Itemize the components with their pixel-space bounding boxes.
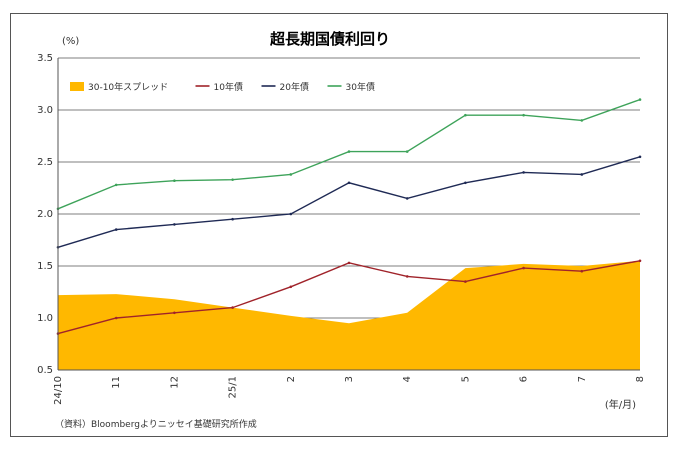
x-unit-label: (年/月): [605, 398, 636, 411]
x-tick-label: 25/1: [228, 376, 239, 398]
legend: 30-10年スプレッド 10年債 20年債 30年債: [70, 81, 375, 93]
chart-title: 超長期国債利回り: [269, 30, 390, 48]
x-tick-label: 2: [286, 376, 297, 382]
legend-label: 20年債: [280, 81, 309, 93]
data-point: [173, 179, 176, 183]
data-point: [580, 173, 584, 176]
x-tick-label: 8: [635, 376, 646, 382]
y-tick-label: 1.5: [37, 261, 53, 272]
source-note: （資料）Bloombergよりニッセイ基礎研究所作成: [55, 418, 257, 430]
data-point: [347, 261, 351, 265]
data-point: [522, 266, 525, 270]
data-point: [289, 212, 293, 216]
data-point: [522, 171, 525, 174]
data-point: [289, 173, 293, 176]
legend-label: 10年債: [214, 81, 243, 93]
x-tick-label: 11: [111, 376, 122, 389]
data-point: [347, 181, 351, 185]
spread-area-fill: [58, 260, 640, 370]
data-point: [464, 113, 467, 117]
x-tick-label: 7: [577, 376, 588, 382]
y-tick-label: 3.5: [37, 53, 53, 64]
data-point: [638, 155, 642, 159]
data-point: [580, 119, 584, 122]
data-point: [405, 275, 409, 278]
x-tick-label: 3: [344, 376, 355, 382]
legend-swatch: [70, 82, 84, 91]
data-point: [114, 316, 118, 320]
spread-area: [58, 260, 640, 370]
data-point: [580, 269, 584, 273]
y-tick-label: 2.0: [37, 209, 53, 220]
y-tick-label: 1.0: [37, 313, 53, 324]
x-tick-label: 5: [460, 376, 471, 382]
data-point: [173, 311, 176, 315]
data-point: [114, 183, 118, 187]
series-line: [57, 156, 641, 248]
series-line: [57, 98, 641, 210]
x-tick-label: 4: [402, 376, 413, 382]
data-point: [638, 98, 642, 101]
data-point: [114, 228, 118, 231]
axes: 0.5 1.0 1.5 2.0 2.5 3.0 3.5 24/10 11 12 25/1 2 3 4 5 6 7…: [37, 53, 646, 405]
legend-label: 30-10年スプレッド: [88, 81, 168, 93]
data-point: [231, 217, 234, 221]
y-unit-label: (%): [62, 36, 79, 47]
data-point: [464, 181, 467, 185]
data-point: [173, 223, 176, 226]
y-tick-label: 0.5: [37, 365, 53, 376]
y-tick-label: 3.0: [37, 105, 53, 116]
data-point: [347, 150, 351, 153]
x-tick-label: 6: [519, 376, 530, 382]
x-tick-label: 12: [169, 376, 180, 389]
data-point: [231, 306, 234, 309]
y-tick-label: 2.5: [37, 157, 53, 168]
data-point: [405, 197, 409, 200]
legend-label: 30年債: [346, 81, 375, 93]
line-series: [56, 98, 642, 335]
data-point: [638, 259, 642, 263]
data-point: [522, 113, 525, 117]
data-point: [231, 178, 234, 181]
x-tick-label: 24/10: [53, 376, 64, 405]
data-point: [464, 280, 467, 283]
data-point: [289, 285, 293, 289]
data-point: [405, 150, 409, 153]
